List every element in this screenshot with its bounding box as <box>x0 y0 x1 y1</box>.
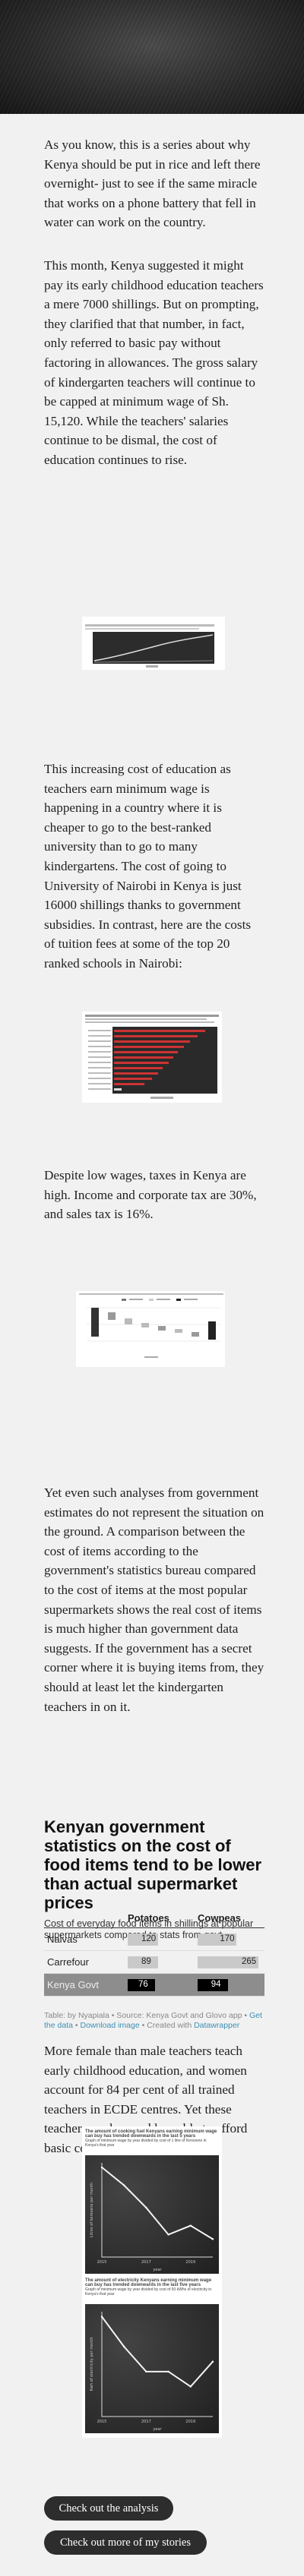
data-point <box>211 2360 214 2363</box>
x-tick-label: 2019 <box>185 2420 195 2424</box>
x-axis-label: year <box>153 2427 162 2432</box>
kerosene-chart: 2015 2017 2019 year Litres of kerosene per m… <box>85 2155 219 2274</box>
kerosene-chart-subtitle: Graph of minimum wage by year divided by… <box>85 2139 207 2148</box>
data-point <box>123 2184 125 2186</box>
paragraph-2: This month, Kenya suggested it might pay… <box>44 258 264 467</box>
data-point <box>189 2224 192 2227</box>
salary-vs-cost-chart <box>82 617 225 670</box>
data-point <box>100 2166 103 2169</box>
bar-potatoes <box>128 1978 155 1991</box>
cell-cowpeas: 170 <box>195 1927 264 1951</box>
data-point <box>167 2233 169 2236</box>
table-source: Table: by Nyapiala • Source: Kenya Govt … <box>44 2011 262 2030</box>
paragraph-5: Yet even such analyses from government e… <box>44 1485 264 1714</box>
chart-axes <box>101 2163 213 2258</box>
x-tick-label: 2015 <box>97 2260 107 2265</box>
check-analysis-button[interactable]: Check out the analysis <box>44 2496 173 2521</box>
value-potatoes: 76 <box>138 1979 148 1989</box>
salary-vs-cost-figure <box>82 617 225 670</box>
kerosene-chart-title: The amount of cooking fuel Kenyans earni… <box>85 2129 217 2139</box>
bar-potatoes <box>128 1933 158 1946</box>
article-body: As you know, this is a series about why … <box>44 135 264 232</box>
series-line <box>101 2167 214 2240</box>
tax-waterfall-figure <box>76 1291 225 1367</box>
data-point <box>100 2316 103 2318</box>
table-chart-title: Kenyan government statistics on the cost… <box>44 1817 262 1912</box>
header-cowpeas: Cowpeas <box>195 1908 264 1928</box>
cell-potatoes: 120 <box>125 1927 195 1951</box>
kerosene-chart-header: The amount of cooking fuel Kenyans earni… <box>85 2129 219 2148</box>
x-tick-label: 2019 <box>185 2260 195 2265</box>
table-row: Kenya Govt 76 94 <box>44 1973 264 1997</box>
value-potatoes: 120 <box>141 1934 157 1943</box>
data-point <box>123 2345 125 2348</box>
cell-cowpeas: 265 <box>195 1950 264 1974</box>
datawrapper-link[interactable]: Datawrapper <box>194 2021 240 2030</box>
y-axis-label: Kwh of electricity per month <box>90 2337 94 2391</box>
tuition-fees-figure <box>82 1012 222 1103</box>
table-row: Naivas 120 170 <box>44 1927 264 1951</box>
value-cowpeas: 94 <box>211 1979 221 1989</box>
get-data-link[interactable]: Get the data <box>44 2011 262 2030</box>
data-point <box>189 2385 192 2388</box>
bar-potatoes <box>128 1956 158 1968</box>
x-tick-label: 2017 <box>141 2260 151 2265</box>
more-stories-button[interactable]: Check out more of my stories <box>44 2530 207 2555</box>
header-potatoes: Potatoes <box>125 1908 195 1928</box>
y-axis-label: Litres of kerosene per month <box>90 2183 94 2237</box>
tuition-fees-chart <box>82 1012 222 1103</box>
electricity-chart-svg: 2015 2017 2019 year Kwh of electricity per m… <box>90 2312 214 2432</box>
electricity-chart-subtitle: Graph of minimum wage by year divided by… <box>85 2287 212 2297</box>
row-name: Kenya Govt <box>44 1973 125 1997</box>
series-line <box>101 2316 214 2388</box>
value-cowpeas: 265 <box>242 1956 257 1966</box>
electricity-chart-title: The amount of electricity Kenyans earnin… <box>85 2278 212 2287</box>
value-potatoes: 89 <box>141 1956 151 1966</box>
header-name <box>44 1908 125 1928</box>
data-point <box>211 2238 214 2240</box>
x-tick-label: 2017 <box>141 2420 151 2424</box>
bar-cowpeas <box>198 1933 237 1946</box>
cell-potatoes: 89 <box>125 1950 195 1974</box>
x-axis-label: year <box>153 2268 162 2272</box>
food-cost-table: Potatoes Cowpeas Naivas 120 170 Carrefour 89… <box>44 1908 264 1997</box>
bar-cowpeas <box>198 1978 228 1991</box>
data-point <box>145 2370 147 2373</box>
data-point <box>145 2206 147 2209</box>
paragraph-3: This increasing cost of education as tea… <box>44 762 252 971</box>
source-text: Table: by Nyapiala • Source: Kenya Govt … <box>44 2011 248 2020</box>
table-header-row: Potatoes Cowpeas <box>44 1908 264 1928</box>
row-name: Naivas <box>44 1927 125 1951</box>
table-row: Carrefour 89 265 <box>44 1950 264 1974</box>
created-with-text: • Created with <box>141 2021 192 2030</box>
bar-cowpeas <box>198 1956 258 1968</box>
hero-image <box>0 0 304 114</box>
electricity-chart-header: The amount of electricity Kenyans earnin… <box>85 2278 219 2297</box>
paragraph-4: Despite low wages, taxes in Kenya are hi… <box>44 1168 257 1222</box>
cell-cowpeas: 94 <box>195 1973 264 1997</box>
kerosene-chart-svg: 2015 2017 2019 year Litres of kerosene per m… <box>90 2163 214 2272</box>
data-point <box>167 2370 169 2373</box>
row-name: Carrefour <box>44 1950 125 1974</box>
tax-waterfall-chart <box>76 1291 225 1367</box>
chart-axes <box>101 2312 213 2417</box>
paragraph-1: As you know, this is a series about why … <box>44 137 261 230</box>
download-image-link[interactable]: Download image <box>80 2021 140 2030</box>
cell-potatoes: 76 <box>125 1973 195 1997</box>
value-cowpeas: 170 <box>220 1934 235 1943</box>
x-tick-label: 2015 <box>97 2420 107 2424</box>
electricity-chart: 2015 2017 2019 year Kwh of electricity per m… <box>85 2304 219 2433</box>
